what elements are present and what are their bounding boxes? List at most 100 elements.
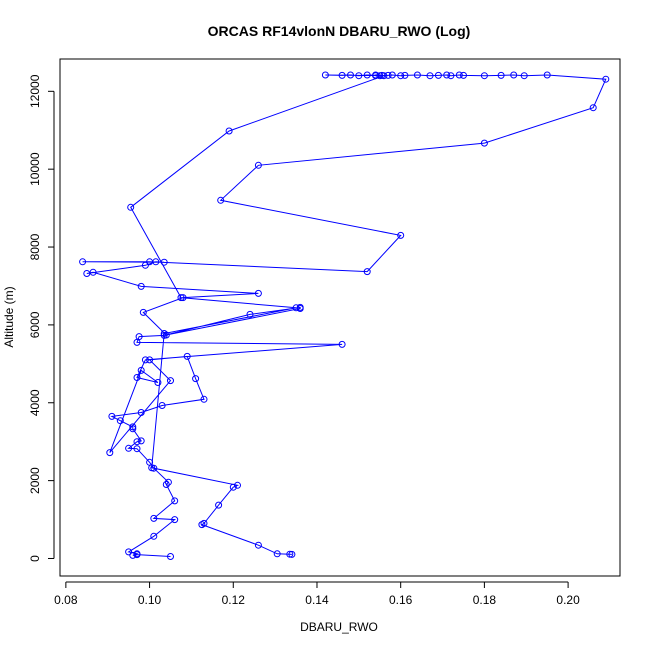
- data-point: [200, 395, 208, 403]
- data-point: [106, 449, 114, 457]
- chart-title: ORCAS RF14vlonN DBARU_RWO (Log): [208, 23, 471, 39]
- data-point: [133, 438, 141, 446]
- x-tick-label: 0.18: [473, 593, 497, 607]
- data-point: [137, 409, 145, 416]
- data-point: [273, 550, 281, 558]
- data-point: [83, 270, 91, 277]
- data-point: [179, 294, 187, 302]
- data-point: [363, 71, 371, 79]
- data-point: [137, 437, 145, 445]
- x-tick-label: 0.10: [138, 593, 162, 607]
- series-line: [82, 74, 607, 557]
- data-point: [160, 258, 168, 266]
- data-point: [447, 72, 455, 80]
- data-point: [480, 72, 488, 80]
- data-point: [171, 516, 179, 524]
- y-tick-label: 8000: [28, 233, 42, 260]
- data-point: [158, 402, 166, 409]
- data-point: [229, 483, 237, 491]
- data-point: [363, 268, 371, 276]
- data-point: [150, 514, 158, 522]
- data-point: [355, 72, 363, 80]
- data-point: [589, 104, 597, 112]
- data-point: [154, 379, 162, 386]
- x-tick-label: 0.12: [222, 593, 246, 607]
- x-tick-label: 0.08: [54, 593, 78, 607]
- x-tick-label: 0.14: [305, 593, 329, 607]
- data-point: [108, 412, 116, 420]
- data-point: [426, 72, 434, 80]
- data-point: [129, 551, 137, 559]
- x-axis: 0.08 0.10 0.12 0.14 0.16 0.18 0.20: [54, 581, 580, 607]
- data-point: [321, 71, 329, 79]
- y-tick-label: 0: [28, 555, 42, 562]
- data-point: [254, 161, 262, 169]
- data-point: [162, 331, 170, 339]
- data-point: [177, 294, 185, 302]
- data-point: [150, 532, 158, 540]
- plot-frame: [59, 58, 621, 577]
- data-point: [397, 72, 405, 80]
- data-point: [401, 71, 409, 79]
- data-point: [497, 71, 505, 79]
- data-point: [234, 481, 241, 489]
- data-point: [388, 71, 396, 79]
- data-point: [543, 71, 551, 79]
- data-point: [288, 550, 296, 558]
- data-point: [380, 72, 388, 80]
- data-point: [148, 464, 156, 472]
- data-point: [164, 478, 172, 486]
- data-point: [160, 330, 168, 337]
- data-point: [133, 445, 141, 453]
- y-tick-label: 2000: [28, 467, 42, 494]
- data-point: [167, 377, 174, 385]
- data-point: [133, 550, 141, 558]
- data-point: [254, 541, 262, 549]
- data-point: [89, 268, 97, 276]
- data-point: [296, 305, 304, 312]
- data-point: [443, 71, 451, 79]
- data-point: [338, 340, 346, 348]
- data-point: [116, 417, 124, 425]
- data-point: [215, 501, 223, 509]
- data-point: [129, 425, 137, 433]
- data-point: [254, 289, 262, 297]
- x-axis-label: DBARU_RWO: [300, 620, 378, 634]
- data-series: [79, 71, 610, 560]
- data-point: [198, 521, 206, 529]
- data-point: [125, 444, 133, 452]
- data-point: [125, 548, 133, 556]
- data-point: [139, 308, 147, 316]
- y-tick-label: 4000: [28, 389, 42, 416]
- y-axis-label: Altitude (m): [2, 286, 16, 347]
- data-point: [347, 71, 354, 79]
- y-tick-label: 6000: [28, 311, 42, 338]
- data-point: [183, 352, 191, 360]
- data-point: [141, 261, 149, 269]
- data-point: [192, 375, 200, 383]
- data-point: [292, 304, 300, 312]
- data-point: [129, 423, 137, 431]
- data-point: [127, 203, 135, 211]
- data-point: [460, 71, 467, 79]
- y-tick-label: 10000: [28, 152, 42, 186]
- data-point: [141, 356, 149, 364]
- data-point: [246, 310, 254, 318]
- x-tick-label: 0.20: [556, 593, 580, 607]
- data-point: [167, 553, 174, 560]
- data-point: [162, 481, 170, 488]
- data-point: [217, 196, 225, 204]
- data-point: [171, 497, 179, 505]
- data-point: [137, 366, 145, 374]
- data-point: [602, 75, 610, 83]
- data-point: [413, 71, 421, 79]
- y-axis: 0 2000 4000 6000 8000 10000 12000: [28, 74, 55, 562]
- data-point: [338, 71, 346, 79]
- data-point: [455, 71, 463, 79]
- data-point: [79, 258, 87, 266]
- data-point: [137, 282, 145, 290]
- data-point: [397, 231, 405, 239]
- data-point: [225, 127, 233, 135]
